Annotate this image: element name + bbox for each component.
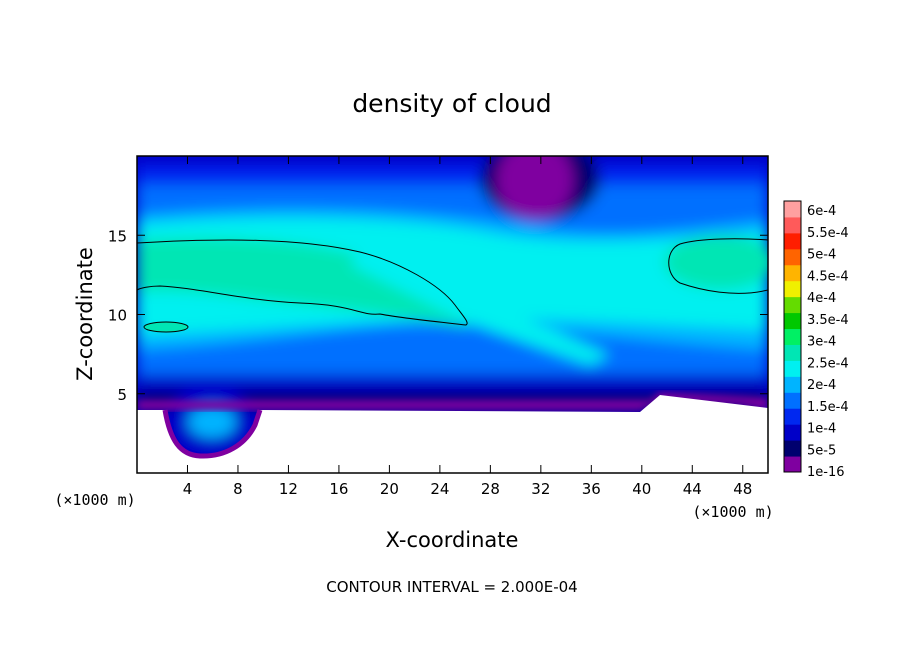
y-axis: 5 10 15 [108,227,768,404]
colorbar-label: 2e-4 [807,378,836,393]
contour-line-right [668,238,768,294]
colorbar-swatch [784,392,801,409]
colorbar-label: 5e-4 [807,248,836,263]
y-tick-label: 10 [108,307,127,325]
x-tick-label: 44 [683,480,702,498]
colorbar-swatch [784,264,801,282]
contour-line-small [143,321,189,333]
colorbar-swatch [784,280,801,298]
x-tick-label: 8 [233,480,243,498]
terrain-blank [137,395,768,473]
colorbar-swatch [784,312,801,330]
colorbar-label: 5.5e-4 [807,226,849,241]
colorbar-label: 3.5e-4 [807,313,849,328]
colorbar-swatch [784,201,801,218]
colorbar-swatch [784,376,801,393]
y-tick-label: 15 [108,227,127,245]
y-axis-label: Z-coordinate [73,247,97,381]
colorbar-swatch [784,232,801,250]
field-bands [137,156,768,452]
plot-area [137,156,768,473]
x-tick-label: 12 [279,480,298,498]
contour-interval-note: CONTOUR INTERVAL = 2.000E-04 [326,578,577,596]
colorbar-swatch [784,408,801,425]
colorbar: 1e-16 5e-5 1e-4 1.5e-4 2e-4 2.5e-4 3e-4 3.5e-4 4… [783,200,849,480]
colorbar-swatch [784,248,801,266]
x-tick-label: 24 [430,480,449,498]
x-tick-label: 32 [531,480,550,498]
colorbar-swatch [784,456,801,473]
contour-line-left [137,239,468,326]
colorbar-swatch [784,440,801,457]
x-unit-right: (×1000 m) [692,503,773,521]
x-axis-label: X-coordinate [386,528,519,552]
x-unit-left: (×1000 m) [54,491,135,509]
colorbar-label: 4.5e-4 [807,269,849,284]
colorbar-frame [783,200,802,473]
colorbar-label: 3e-4 [807,335,836,350]
colorbar-swatch [784,424,801,441]
colorbar-label: 1e-4 [807,422,836,437]
colorbar-label: 1e-16 [807,465,845,480]
colorbar-label: 6e-4 [807,204,836,219]
x-axis: 4 8 12 16 20 24 28 32 36 40 44 48 [183,156,752,498]
colorbar-swatch [784,360,801,377]
colorbar-swatch [784,328,801,345]
colorbar-label: 5e-5 [807,443,836,458]
y-tick-label: 5 [117,386,127,404]
x-tick-label: 16 [329,480,348,498]
x-tick-label: 28 [481,480,500,498]
chart-title: density of cloud [352,89,551,118]
x-tick-label: 4 [183,480,193,498]
colorbar-label: 2.5e-4 [807,356,849,371]
colorbar-swatch [784,216,801,234]
x-tick-label: 48 [733,480,752,498]
colorbar-label: 1.5e-4 [807,400,849,415]
colorbar-swatch [784,344,801,361]
colorbar-label: 4e-4 [807,291,836,306]
x-tick-label: 40 [632,480,651,498]
x-tick-label: 20 [380,480,399,498]
colorbar-swatch [784,296,801,314]
x-tick-label: 36 [582,480,601,498]
